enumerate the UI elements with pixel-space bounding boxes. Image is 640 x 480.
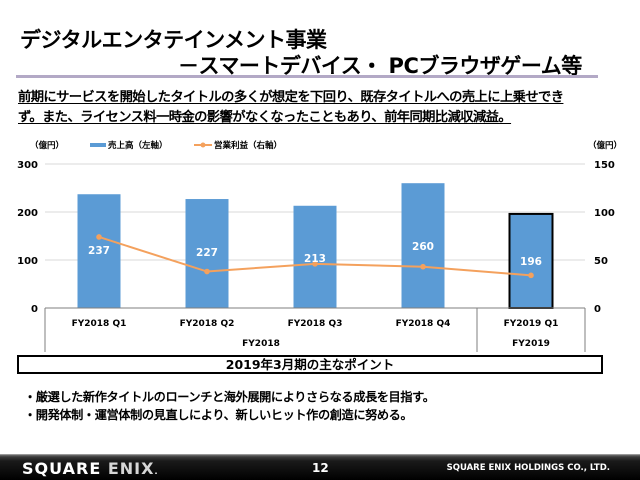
right-axis-tick-label: 100 bbox=[594, 208, 615, 219]
category-label: FY2018 Q4 bbox=[396, 319, 451, 329]
page-subtitle: －スマートデバイス・ PCブラウザゲーム等 bbox=[178, 54, 582, 78]
left-axis-tick-label: 0 bbox=[31, 304, 38, 315]
summary-line-2: ず。また、ライセンス料一時金の影響がなくなったこともあり、前年同期比減収減益。 bbox=[18, 110, 512, 125]
sales-bar bbox=[185, 199, 229, 308]
right-axis-tick-label: 0 bbox=[594, 304, 601, 315]
summary-text: 前期にサービスを開始したタイトルの多くが想定を下回り、既存タイトルへの売上に上乗… bbox=[18, 88, 618, 128]
category-label: FY2018 Q2 bbox=[180, 319, 235, 329]
footer-bar: SQUARE ENIX. 12 SQUARE ENIX HOLDINGS CO.… bbox=[0, 454, 640, 480]
title-divider bbox=[16, 75, 598, 78]
operating-profit-point bbox=[528, 272, 534, 279]
operating-profit-point bbox=[420, 263, 426, 270]
key-points-heading: 2019年3月期の主なポイント bbox=[17, 355, 603, 374]
summary-line-1: 前期にサービスを開始したタイトルの多くが想定を下回り、既存タイトルへの売上に上乗… bbox=[18, 90, 564, 105]
legend-label-profit: 営業利益（右軸） bbox=[214, 140, 282, 151]
right-axis-tick-label: 150 bbox=[594, 160, 615, 171]
key-point-item: ・厳選した新作タイトルのローンチと海外展開によりさらなる成長を目指す。 bbox=[24, 390, 435, 404]
legend-label-sales: 売上高（左軸） bbox=[107, 140, 168, 151]
page-title: デジタルエンタテインメント事業 bbox=[20, 28, 327, 52]
category-label: FY2018 Q1 bbox=[72, 319, 127, 329]
right-axis-unit: （億円） bbox=[588, 140, 622, 151]
left-axis-unit: （億円） bbox=[30, 140, 64, 151]
operating-profit-point bbox=[96, 234, 102, 240]
group-label: FY2018 bbox=[242, 339, 280, 349]
sales-data-label: 227 bbox=[196, 247, 218, 259]
left-axis-tick-label: 100 bbox=[17, 256, 38, 267]
sales-data-label: 196 bbox=[520, 256, 542, 268]
operating-profit-point bbox=[312, 261, 318, 267]
category-label: FY2018 Q3 bbox=[288, 319, 343, 329]
logo-word-square: SQUARE bbox=[22, 459, 102, 478]
legend-swatch-sales bbox=[90, 143, 106, 147]
sales-data-label: 213 bbox=[304, 253, 326, 265]
sales-data-label: 260 bbox=[412, 241, 434, 253]
legend-marker-profit bbox=[200, 142, 206, 148]
logo-word-enix: ENIX bbox=[107, 459, 155, 478]
page-number: 12 bbox=[312, 461, 329, 475]
key-point-item: ・開発体制・運営体制の見直しにより、新しいヒット作の創造に努める。 bbox=[24, 408, 413, 422]
sales-bar bbox=[77, 194, 121, 308]
sales-bar bbox=[401, 183, 445, 308]
key-points-list: ・厳選した新作タイトルのローンチと海外展開によりさらなる成長を目指す。 ・開発体… bbox=[24, 388, 435, 424]
sales-bar bbox=[293, 205, 337, 308]
company-name: SQUARE ENIX HOLDINGS CO., LTD. bbox=[446, 463, 610, 473]
right-axis-tick-label: 50 bbox=[594, 256, 608, 267]
left-axis-tick-label: 300 bbox=[17, 160, 38, 171]
operating-profit-point bbox=[204, 268, 210, 275]
group-label: FY2019 bbox=[512, 339, 550, 349]
sales-bar bbox=[508, 212, 554, 309]
category-label: FY2019 Q1 bbox=[504, 319, 559, 329]
company-logo: SQUARE ENIX. bbox=[22, 459, 159, 478]
sales-profit-chart: 237 227 213 260 196 0 100 200 300 0 50 100 150 （億円） （… bbox=[17, 140, 622, 352]
left-axis-tick-label: 200 bbox=[17, 208, 38, 219]
sales-data-label: 237 bbox=[88, 245, 110, 257]
